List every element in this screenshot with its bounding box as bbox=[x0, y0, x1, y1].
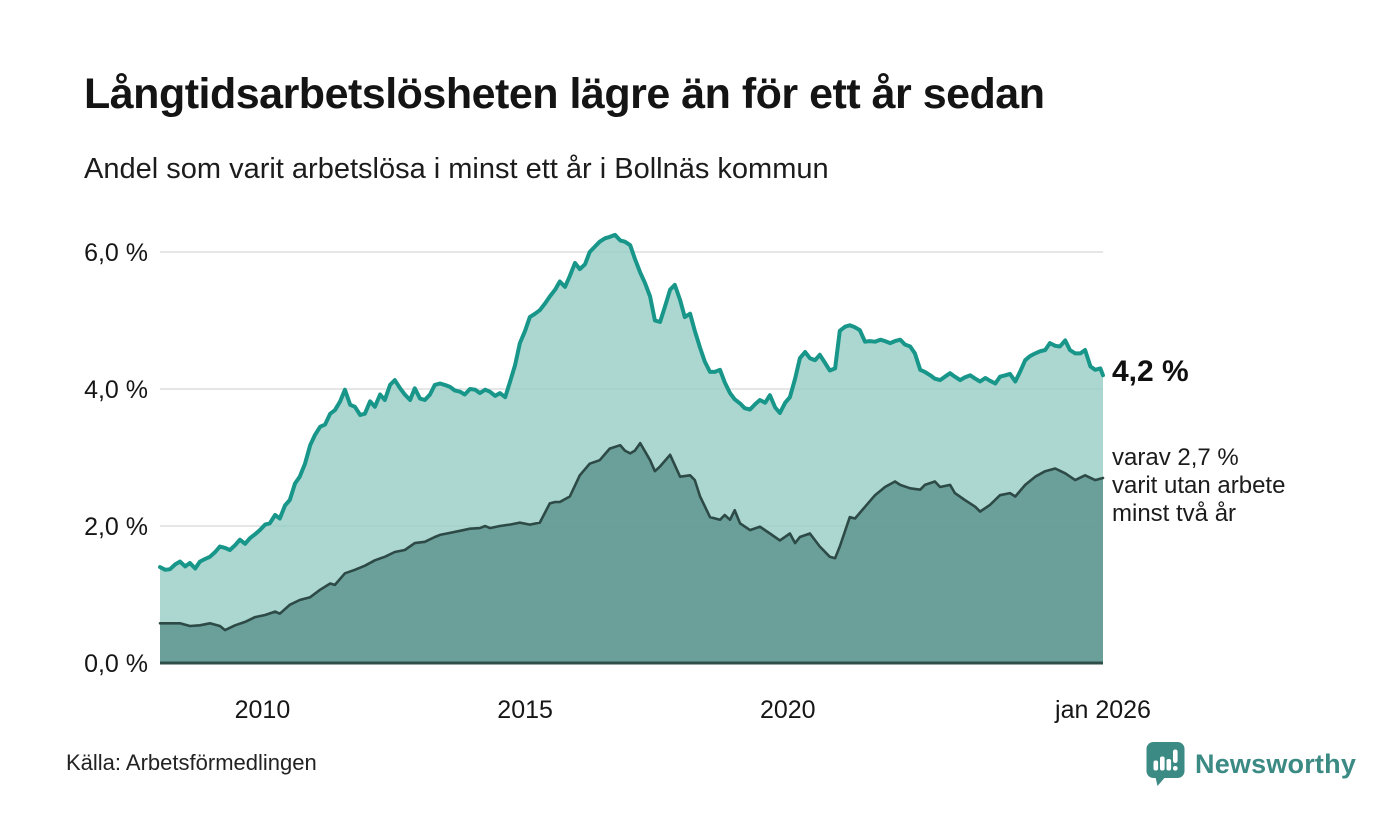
latest-value-label: 4,2 % bbox=[1112, 355, 1189, 388]
y-tick-label: 4,0 % bbox=[84, 376, 148, 404]
x-tick-label: 2010 bbox=[235, 696, 291, 724]
latest-subvalue-line3: minst två år bbox=[1112, 500, 1237, 527]
newsworthy-logo-icon bbox=[1146, 742, 1186, 786]
line-unemployed-min-one-year bbox=[158, 232, 1105, 572]
source-caption: Källa: Arbetsförmedlingen bbox=[66, 750, 317, 775]
latest-subvalue-line1: varav 2,7 % bbox=[1112, 444, 1239, 471]
newsworthy-logo-text: Newsworthy bbox=[1195, 748, 1357, 779]
y-tick-label: 6,0 % bbox=[84, 239, 148, 267]
y-tick-label: 0,0 % bbox=[84, 650, 148, 678]
area-unemployed-min-two-years bbox=[160, 443, 1103, 663]
latest-subvalue-label: varav 2,7 % varit utan arbete minst två … bbox=[1112, 444, 1285, 528]
x-tick-label: 2020 bbox=[760, 696, 816, 724]
x-tick-label: jan 2026 bbox=[1054, 696, 1151, 724]
page-subtitle: Andel som varit arbetslösa i minst ett å… bbox=[84, 153, 829, 185]
x-tick-label: 2015 bbox=[497, 696, 553, 724]
page-title: Långtidsarbetslösheten lägre än för ett … bbox=[84, 70, 1045, 118]
line-unemployed-min-two-years bbox=[158, 441, 1105, 632]
latest-subvalue-line2: varit utan arbete bbox=[1112, 472, 1286, 499]
y-tick-label: 2,0 % bbox=[84, 513, 148, 541]
newsworthy-logo: Newsworthy bbox=[1146, 742, 1356, 786]
